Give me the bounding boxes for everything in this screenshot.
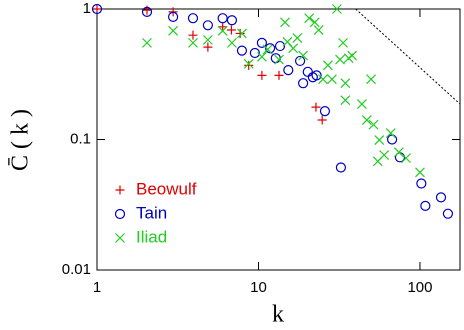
legend-marker — [115, 185, 125, 195]
point — [243, 58, 254, 69]
point — [309, 17, 320, 28]
point — [368, 119, 379, 130]
reference-line — [355, 8, 461, 105]
point — [374, 135, 385, 145]
point — [335, 162, 347, 173]
point — [141, 6, 153, 18]
point — [227, 37, 237, 48]
point — [202, 34, 213, 45]
point — [203, 42, 213, 52]
point — [311, 102, 321, 112]
point — [386, 134, 398, 145]
legend-marker — [115, 233, 125, 243]
point — [366, 74, 376, 85]
point — [356, 99, 367, 109]
point — [202, 20, 213, 31]
point — [274, 70, 284, 80]
point — [235, 28, 245, 38]
point — [274, 40, 286, 52]
point — [237, 28, 247, 39]
point — [331, 4, 342, 14]
point — [187, 13, 199, 24]
x-tick-label: 100 — [407, 279, 432, 296]
point — [168, 11, 179, 22]
point — [270, 53, 281, 64]
point — [442, 208, 454, 219]
point — [226, 25, 236, 35]
point — [340, 95, 351, 106]
legend-label: Tain — [136, 203, 167, 222]
point — [302, 66, 313, 77]
point — [217, 25, 228, 36]
point — [361, 115, 372, 125]
point — [91, 3, 103, 15]
point — [294, 55, 306, 67]
point — [168, 25, 179, 36]
point — [262, 44, 273, 55]
point — [318, 74, 328, 85]
point — [292, 33, 303, 43]
point — [256, 37, 268, 48]
point — [420, 200, 431, 211]
point — [338, 37, 348, 48]
point — [274, 54, 284, 65]
point — [401, 153, 411, 164]
point — [327, 74, 337, 85]
point — [218, 22, 228, 32]
point — [335, 54, 345, 65]
x-tick-label: 1 — [93, 279, 101, 296]
point — [226, 15, 238, 26]
y-tick-label: 1 — [83, 0, 91, 17]
point — [340, 78, 351, 89]
point — [319, 106, 331, 117]
point — [347, 50, 358, 61]
point — [92, 4, 102, 14]
point — [188, 30, 198, 40]
point — [317, 115, 327, 125]
point — [244, 60, 254, 70]
x-axis-title: k — [272, 302, 284, 328]
point — [313, 25, 324, 35]
point — [304, 13, 315, 24]
legend-label: Iliad — [136, 227, 167, 246]
point — [283, 65, 294, 76]
point — [416, 178, 427, 189]
point — [236, 45, 248, 56]
point — [280, 17, 290, 28]
point — [288, 43, 299, 54]
y-tick-label: 0.01 — [62, 261, 91, 278]
x-tick-label: 10 — [250, 279, 267, 296]
point — [435, 192, 447, 203]
point — [142, 37, 152, 48]
y-tick-label: 0.1 — [70, 130, 91, 147]
point — [257, 70, 267, 80]
point — [256, 51, 267, 62]
point — [415, 167, 425, 178]
point — [322, 60, 333, 71]
point — [298, 50, 309, 61]
point — [217, 13, 228, 24]
point — [298, 78, 309, 89]
y-axis-title: C̄ ( k ) — [8, 109, 34, 171]
point — [188, 37, 198, 48]
point — [311, 70, 322, 81]
legend-marker — [114, 208, 126, 220]
legend-label: Beowulf — [136, 179, 197, 198]
point — [249, 47, 260, 59]
point — [264, 43, 276, 54]
point — [385, 128, 396, 139]
point — [379, 150, 390, 160]
point — [393, 147, 404, 158]
